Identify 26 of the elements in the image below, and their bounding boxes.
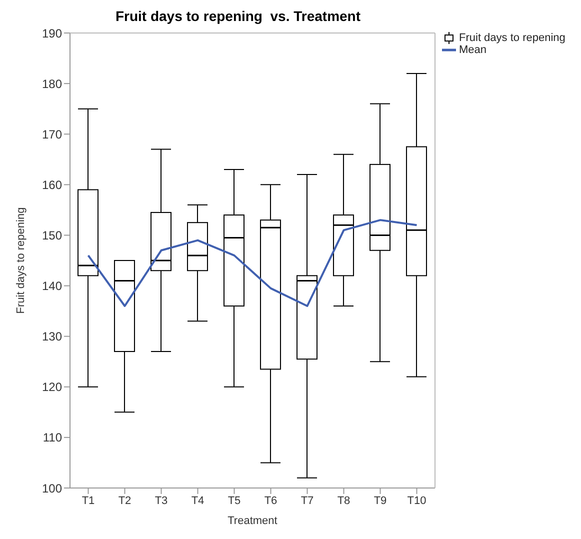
x-tick-label: T6 [264, 494, 278, 507]
y-tick-label: 100 [42, 481, 62, 496]
legend-label: Mean [459, 44, 487, 56]
x-tick-label: T5 [228, 494, 241, 507]
x-tick-label: T2 [118, 494, 132, 507]
line-series [87, 219, 418, 307]
x-tick-label: T8 [337, 494, 350, 507]
y-axis-title: Fruit days to repening [14, 207, 27, 314]
x-tick-label: T7 [300, 494, 314, 507]
y-tick-label: 160 [42, 178, 62, 192]
y-tick-label: 130 [42, 330, 62, 344]
x-tick-label: T9 [374, 494, 387, 507]
x-tick-label: T3 [154, 494, 168, 507]
chart-title: Fruit days to repening vs. Treatment [114, 8, 362, 24]
y-tick-label: 140 [42, 279, 62, 294]
y-tick-label: 180 [42, 76, 62, 91]
y-tick-label: 170 [42, 127, 62, 142]
x-tick-label: T10 [407, 494, 426, 507]
y-tick-label: 190 [42, 26, 62, 40]
x-tick-label: T1 [82, 494, 95, 507]
y-tick-label: 110 [42, 430, 62, 445]
y-tick-label: 150 [42, 228, 62, 242]
y-tick-label: 120 [42, 380, 62, 394]
legend-label: Fruit days to repening [459, 32, 566, 44]
x-axis-title: Treatment [228, 515, 278, 527]
x-tick-label: T4 [191, 494, 204, 507]
